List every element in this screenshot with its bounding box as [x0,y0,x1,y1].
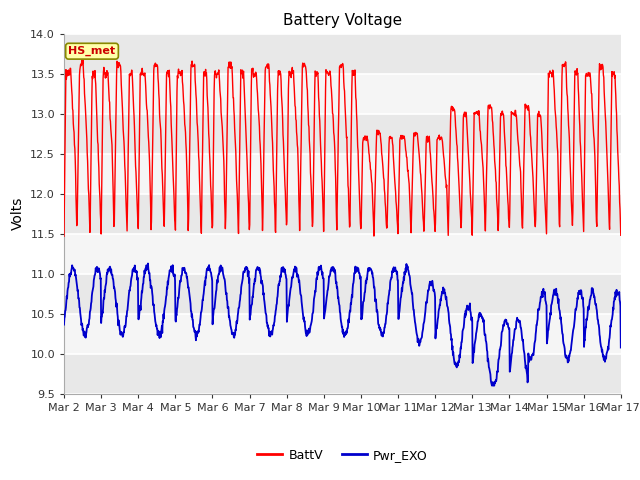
Title: Battery Voltage: Battery Voltage [283,13,402,28]
Bar [64,73,621,114]
Y-axis label: Volts: Volts [11,197,25,230]
Bar [64,313,621,354]
Text: HS_met: HS_met [68,46,116,56]
Bar [64,114,621,154]
Legend: BattV, Pwr_EXO: BattV, Pwr_EXO [252,444,433,467]
Bar [64,234,621,274]
Bar [64,193,621,234]
Bar [64,274,621,313]
Bar [64,34,621,73]
Bar [64,154,621,193]
Bar [64,354,621,394]
